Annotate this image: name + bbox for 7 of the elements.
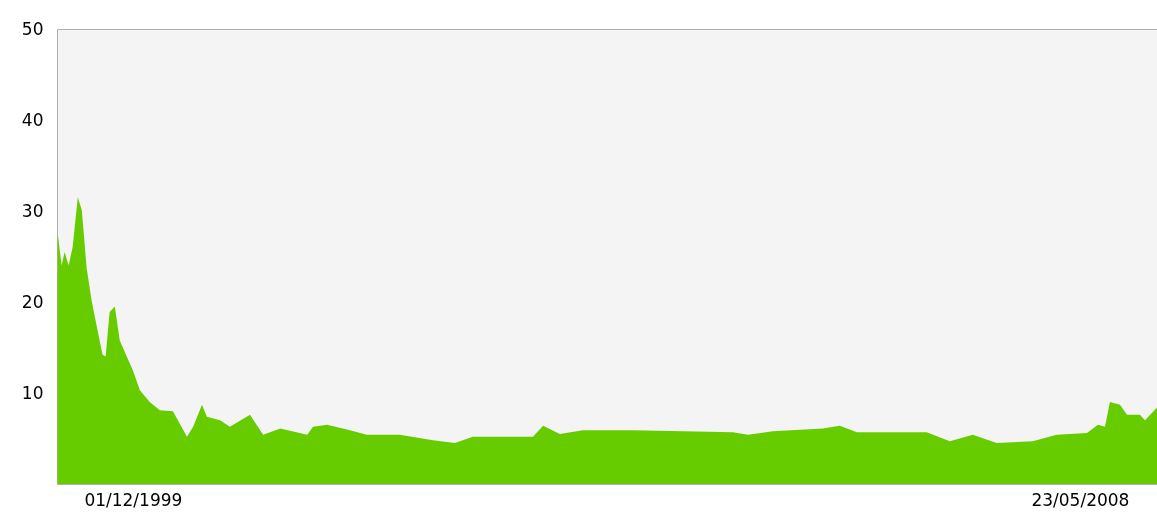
y-tick-label: 40: [21, 109, 44, 130]
y-tick-label: 30: [21, 200, 44, 221]
x-tick-label: 23/05/2008: [1031, 489, 1130, 510]
y-tick-label: 20: [21, 291, 44, 312]
y-tick-label: 50: [21, 18, 44, 39]
x-tick-label: 01/12/1999: [84, 489, 183, 510]
y-tick-label: 10: [21, 382, 44, 403]
